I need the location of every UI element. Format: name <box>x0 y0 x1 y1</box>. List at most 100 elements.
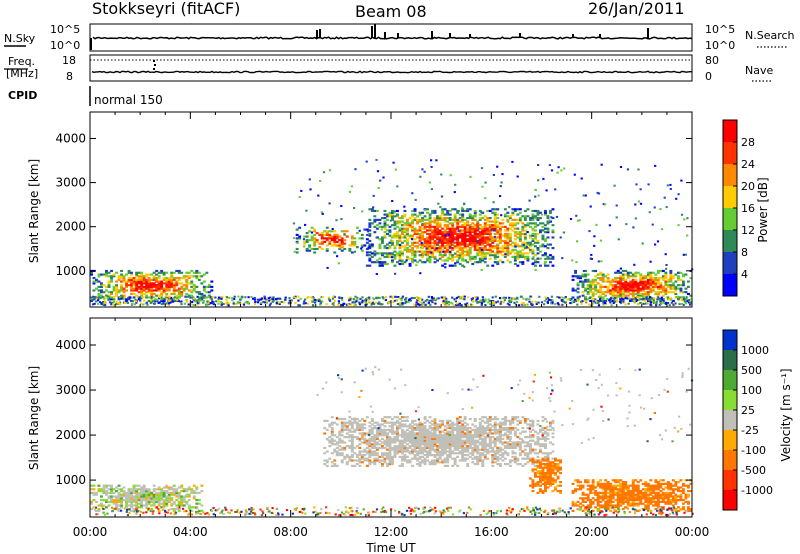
echo-cell <box>641 282 645 285</box>
echo-cell <box>158 297 161 300</box>
echo-cell <box>451 434 455 437</box>
echo-cell <box>162 502 166 505</box>
echo-cell <box>621 282 625 285</box>
echo-cell <box>391 218 394 221</box>
echo-cell <box>684 291 688 294</box>
echo-cell <box>466 208 470 211</box>
echo-cell <box>135 282 139 285</box>
echo-cell <box>433 461 437 464</box>
echo-cell <box>401 457 404 460</box>
echo-cell <box>646 273 650 276</box>
echo-cell <box>175 277 179 280</box>
echo-cell <box>368 459 372 462</box>
echo-cell <box>488 441 492 444</box>
echo-cell <box>190 291 194 294</box>
echo-cell <box>315 240 319 243</box>
echo-cell <box>491 227 495 230</box>
echo-cell <box>252 297 255 300</box>
echo-cell <box>450 301 453 304</box>
echo-cell <box>689 303 692 306</box>
echo-cell <box>446 459 450 462</box>
echo-cell <box>446 455 450 458</box>
echo-cell <box>373 231 377 234</box>
echo-cell <box>426 236 430 239</box>
echo-cell <box>634 280 638 283</box>
echo-cell <box>370 437 374 440</box>
echo-cell <box>481 459 485 462</box>
echo-cell <box>502 296 505 299</box>
echo-cell <box>383 261 387 264</box>
echo-cell <box>443 432 447 435</box>
echo-cell <box>466 209 470 213</box>
echo-cell <box>425 247 428 250</box>
echo-cell <box>172 491 176 494</box>
echo-cell <box>442 301 445 304</box>
echo-cell <box>431 419 435 422</box>
echo-cell <box>639 292 643 296</box>
echo-cell <box>679 278 683 281</box>
echo-cell <box>388 455 392 458</box>
echo-cell <box>423 461 427 464</box>
echo-cell <box>463 238 467 241</box>
echo-cell <box>597 192 601 195</box>
echo-cell <box>575 214 578 217</box>
echo-cell <box>653 297 656 300</box>
echo-cell <box>321 212 324 215</box>
echo-cell <box>404 302 407 305</box>
echo-cell <box>353 459 357 462</box>
echo-cell <box>92 280 96 283</box>
echo-cell <box>579 275 583 278</box>
echo-cell <box>557 166 560 169</box>
echo-cell <box>172 289 176 292</box>
echo-cell <box>409 299 413 302</box>
echo-cell <box>442 300 445 303</box>
echo-cell <box>463 247 467 250</box>
echo-cell <box>622 300 625 303</box>
echo-cell <box>458 262 462 266</box>
echo-cell <box>481 239 485 243</box>
echo-cell <box>172 271 176 274</box>
echo-cell <box>338 430 342 433</box>
echo-cell <box>456 425 460 428</box>
echo-cell <box>463 250 467 253</box>
echo-cell <box>110 486 114 489</box>
echo-cell <box>127 298 131 301</box>
echo-cell <box>518 239 522 243</box>
echo-cell <box>546 220 550 223</box>
echo-cell <box>348 445 352 448</box>
echo-cell <box>197 300 201 303</box>
echo-cell <box>574 275 578 278</box>
echo-cell <box>359 297 362 300</box>
echo-cell <box>185 502 189 505</box>
echo-cell <box>459 304 462 306</box>
echo-cell <box>441 437 445 440</box>
echo-cell <box>431 238 435 241</box>
echo-cell <box>518 218 522 221</box>
echo-cell <box>145 499 149 502</box>
echo-cell <box>428 443 432 446</box>
echo-cell <box>138 296 141 299</box>
echo-cell <box>330 430 334 433</box>
echo-cell <box>508 250 512 253</box>
echo-cell <box>383 428 387 431</box>
echo-cell <box>488 252 492 255</box>
freq-frame <box>89 54 693 82</box>
echo-cell <box>615 204 618 207</box>
echo-cell <box>209 296 212 298</box>
echo-cell <box>468 427 472 430</box>
echo-cell <box>408 452 412 455</box>
echo-cell <box>486 243 490 246</box>
echo-cell <box>370 255 374 258</box>
echo-cell <box>160 291 164 294</box>
echo-cell <box>135 500 139 503</box>
echo-cell <box>370 209 374 213</box>
echo-cell <box>599 285 603 288</box>
echo-cell <box>454 299 457 301</box>
echo-cell <box>488 227 492 230</box>
echo-cell <box>350 434 354 437</box>
echo-cell <box>488 220 492 223</box>
echo-cell <box>187 486 191 489</box>
echo-cell <box>523 247 527 250</box>
echo-cell <box>501 247 505 250</box>
